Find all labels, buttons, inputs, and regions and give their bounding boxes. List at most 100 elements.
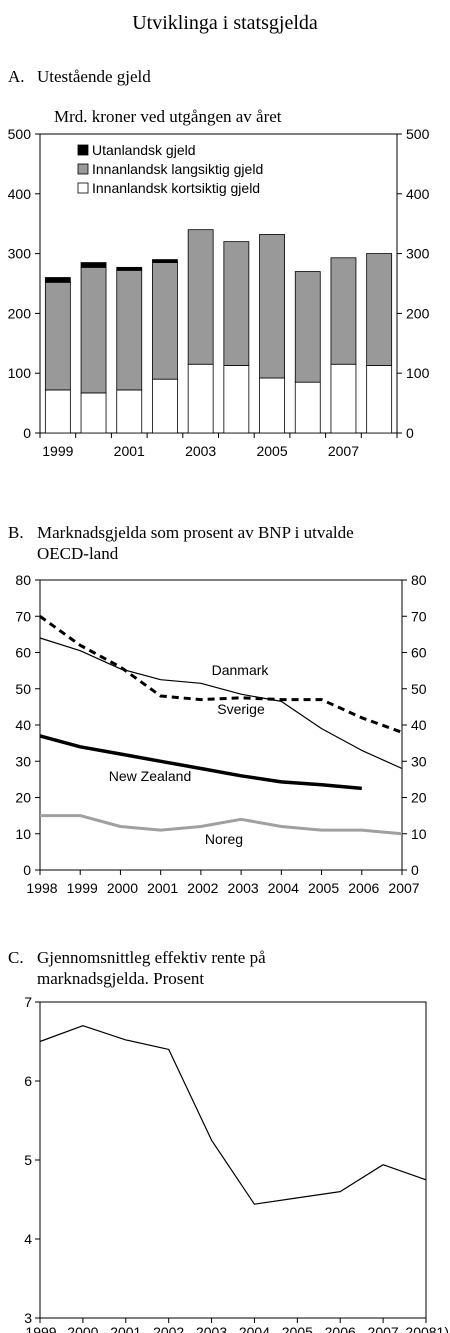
chart-b-xtick-label: 2001 [147,880,178,896]
chart-a-legend-swatch [77,144,89,156]
chart-c-xtick-label: 2007 [368,1324,399,1333]
chart-a-bar [116,389,143,434]
chart-a-ytick-label-right: 100 [406,365,430,381]
chart-c-xtick-label: 2003 [196,1324,227,1333]
chart-c-xtick-label: 2004 [239,1324,270,1333]
chart-a-xtick-label: 1999 [42,443,73,459]
page-title: Utviklinga i statsgjelda [132,12,318,34]
chart-b-xtick-label: 1998 [26,880,57,896]
chart-a-bar [294,271,321,383]
chart-b-ytick-label-right: 70 [411,608,427,624]
chart-b-ytick-label-left: 10 [15,826,31,842]
chart-a-bar [44,281,71,391]
chart-a-ytick-label-left: 300 [8,246,32,262]
chart-a-legend-label: Utanlandsk gjeld [92,142,196,158]
chart-a-legend-label: Innanlandsk kortsiktig gjeld [92,180,260,196]
chart-b-ytick-label-left: 0 [23,862,31,878]
chart-b-ytick-label-left: 80 [15,572,31,588]
chart-b-xtick-label: 2007 [388,880,419,896]
chart-b-line-danmark [39,637,403,770]
chart-b-xtick-label: 2002 [187,880,218,896]
chart-b-ytick-label-right: 80 [411,572,427,588]
chart-a-ytick-label-left: 0 [23,425,31,441]
chart-c-line [39,1025,427,1205]
chart-b-frame [39,579,403,871]
chart-a-ytick-label-right: 500 [406,126,430,142]
chart-b-ytick-label-left: 50 [15,681,31,697]
panel-c-letter: C. [8,948,24,967]
chart-a-bar [187,229,214,365]
chart-a-bar [330,257,357,365]
chart-a-bar [366,365,393,434]
chart-b-line-sverige [39,615,403,734]
chart-b-ytick-label-right: 10 [411,826,427,842]
chart-a-xtick-label: 2005 [256,443,287,459]
chart-a-ytick-label-left: 400 [8,186,32,202]
chart-b-series-label: Noreg [205,831,243,847]
chart-a-bar [223,365,250,434]
chart-b-xtick-label: 1999 [67,880,98,896]
chart-a-xtick-label: 2007 [328,443,359,459]
chart-a-legend-swatch [77,182,89,194]
chart-b-line-noreg [40,814,403,836]
chart-a-bar [152,259,178,263]
chart-b-xtick-label: 2004 [268,880,299,896]
chart-c-ytick-label: 7 [24,994,32,1010]
chart-a-xtick-label: 2001 [114,443,145,459]
chart-a-legend-swatch [77,163,89,175]
chart-a-bar [366,253,393,366]
panel-b-title-line1: Marknadsgjelda som prosent av BNP i utva… [37,523,354,542]
chart-a-bar [80,266,107,394]
panel-a-title-text: Utestående gjeld [37,67,151,86]
chart-c-xtick-label: 2001 [110,1324,141,1333]
chart-a-bar [223,241,250,366]
panel-c-title-line2: marknadsgjelda. Prosent [37,969,205,988]
chart-c-ytick-label: 6 [24,1073,32,1089]
panel-b-title: B. Marknadsgjelda som prosent av BNP i ut… [8,522,354,564]
chart-b-xtick-label: 2005 [308,880,339,896]
chart-a-bar [116,266,143,271]
panel-b-letter: B. [8,523,24,542]
panel-a-letter: A. [8,67,25,86]
chart-b-ytick-label-left: 40 [15,717,31,733]
chart-c-xtick-label: 20081) [405,1324,449,1333]
chart-b-ytick-label-right: 50 [411,681,427,697]
chart-a-bar [330,363,357,434]
chart-a-bar [44,277,71,283]
chart-c-xtick-label: 2002 [153,1324,184,1333]
chart-b-ytick-label-right: 0 [411,862,419,878]
chart-a-ytick-label-left: 500 [8,126,32,142]
chart-c-xtick-label: 2000 [67,1324,98,1333]
chart-a-bar [259,377,285,434]
chart-b-xtick-label: 2003 [228,880,259,896]
chart-c-ytick-label: 5 [24,1152,32,1168]
panel-c-title-line1: Gjennomsnittleg effektiv rente på [37,948,266,967]
chart-c-ytick-label: 4 [24,1231,32,1247]
chart-b-ytick-label-left: 30 [15,753,31,769]
chart-c-xtick-label: 1999 [25,1324,56,1333]
chart-a-xtick-label: 2003 [185,443,216,459]
chart-a-bar [152,262,178,380]
chart-b-ytick-label-left: 60 [15,645,31,661]
chart-a-ytick-label-right: 300 [406,246,430,262]
chart-b-xtick-label: 2006 [348,880,379,896]
chart-a-bar [187,363,214,434]
chart-b-xtick-label: 2000 [107,880,138,896]
panel-a-subtitle: Mrd. kroner ved utgången av året [54,107,282,126]
chart-b-ytick-label-right: 30 [411,753,427,769]
chart-a-ytick-label-right: 400 [406,186,430,202]
chart-b-line-new-zealand [39,734,362,791]
chart-a-bar [294,381,321,434]
chart-a-ytick-label-left: 200 [8,305,32,321]
chart-a-bar [80,392,107,434]
chart-a-legend-label: Innanlandsk langsiktig gjeld [92,161,263,177]
chart-b-ytick-label-right: 20 [411,790,427,806]
panel-b-title-line2: OECD-land [37,544,119,563]
chart-a-bar [259,234,285,379]
chart-b-ytick-label-left: 70 [15,608,31,624]
chart-a-bar [80,262,107,268]
panel-a-title: A. Utestående gjeld [8,66,151,87]
chart-a-ytick-label-right: 200 [406,305,430,321]
chart-b-series-label: New Zealand [109,768,192,784]
chart-a-bar [116,269,143,391]
